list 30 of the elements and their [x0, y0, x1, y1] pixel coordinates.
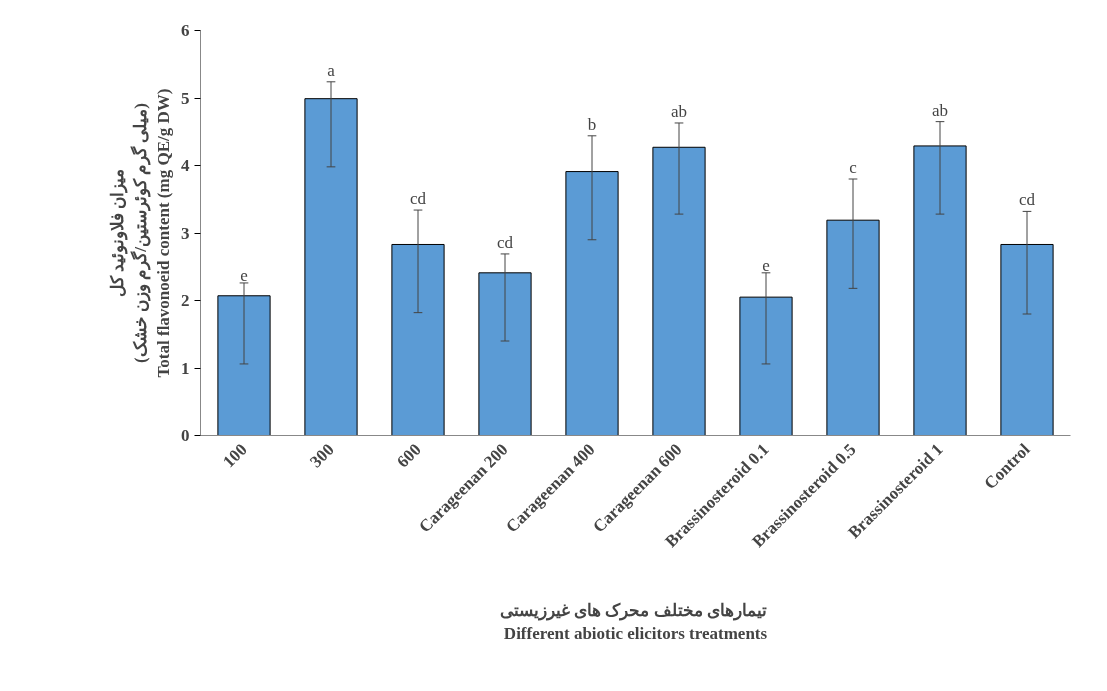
bar — [217, 295, 271, 436]
bar — [1000, 243, 1054, 436]
x-tick-label: 300 — [306, 439, 338, 472]
annotation: a — [327, 60, 336, 80]
y-tick-label: 1 — [181, 358, 190, 378]
annotation: b — [587, 114, 597, 134]
y-tick-label: 5 — [181, 88, 190, 108]
bar — [739, 296, 793, 436]
bar — [478, 272, 532, 436]
annotation: cd — [496, 232, 514, 252]
annotation: ab — [931, 100, 949, 120]
x-tick-label: 100 — [219, 439, 251, 472]
bar — [826, 219, 880, 436]
bar — [652, 146, 706, 436]
annotation: ab — [670, 101, 688, 121]
annotation: cd — [409, 189, 427, 209]
y-tick-label: 4 — [181, 156, 190, 175]
annotation: e — [240, 265, 248, 285]
y-tick-label: 2 — [181, 291, 190, 310]
bar — [565, 171, 619, 436]
bar — [913, 145, 967, 436]
y-tick-label: 6 — [181, 21, 190, 40]
bar — [304, 98, 358, 436]
x-tick-label: 600 — [393, 439, 425, 472]
annotation: cd — [1018, 190, 1036, 210]
y-tick-label: 0 — [181, 426, 190, 445]
y-tick-label: 3 — [181, 223, 190, 243]
annotation: e — [762, 255, 770, 275]
bar — [391, 243, 445, 436]
annotation: c — [849, 158, 858, 177]
